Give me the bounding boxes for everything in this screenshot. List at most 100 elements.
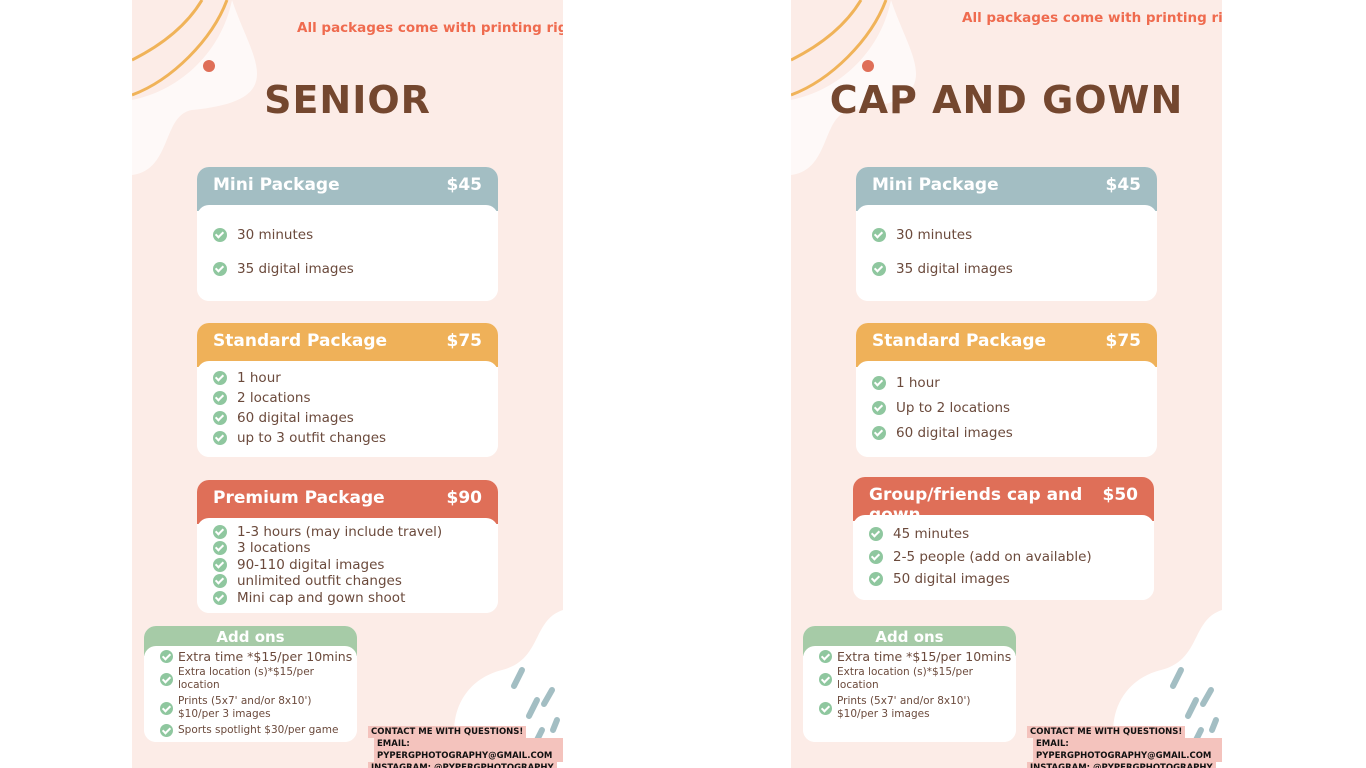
- package-body: 1 hour Up to 2 locations 60 digital images: [856, 361, 1157, 457]
- feature-text: 35 digital images: [237, 260, 354, 277]
- feature-text: 30 minutes: [237, 227, 314, 244]
- check-icon: [160, 701, 173, 715]
- package-price: $75: [446, 331, 483, 351]
- check-icon: [213, 590, 227, 605]
- package-card: Mini Package $45 30 minutes 35 digital imag…: [197, 167, 498, 301]
- check-icon: [213, 391, 227, 405]
- feature-text: up to 3 outfit changes: [237, 430, 387, 446]
- check-icon: [160, 650, 173, 663]
- package-body: 1 hour 2 locations 60 digital images up to …: [197, 361, 498, 457]
- package-header: Mini Package $45: [856, 167, 1157, 211]
- title: SENIOR: [264, 78, 431, 122]
- addons-card: Add ons Extra time *$15/per 10mins Extra l…: [144, 626, 357, 742]
- check-icon: [869, 571, 883, 586]
- feature: up to 3 outfit changes: [213, 431, 498, 445]
- feature-text: 1 hour: [896, 375, 940, 391]
- package-price: $75: [1105, 331, 1142, 351]
- addon-text: Extra time *$15/per 10mins: [837, 649, 1012, 664]
- feature: 60 digital images: [213, 411, 498, 425]
- feature-text: 2-5 people (add on available): [893, 548, 1092, 565]
- feature-text: Up to 2 locations: [896, 400, 1011, 416]
- feature: 30 minutes: [213, 227, 498, 244]
- check-icon: [213, 524, 227, 539]
- package-price: $45: [446, 175, 483, 195]
- feature-text: 50 digital images: [893, 570, 1010, 587]
- package-header: Standard Package $75: [856, 323, 1157, 367]
- package-price: $45: [1105, 175, 1142, 195]
- package-card: Premium Package $90 1-3 hours (may include…: [197, 480, 498, 613]
- check-icon: [869, 549, 883, 564]
- feature: 60 digital images: [872, 426, 1157, 440]
- package-header: Premium Package $90: [197, 480, 498, 524]
- check-icon: [819, 650, 832, 663]
- package-body: 30 minutes 35 digital images: [197, 205, 498, 301]
- package-header: Mini Package $45: [197, 167, 498, 211]
- package-header: Standard Package $75: [197, 323, 498, 367]
- addon: Extra time *$15/per 10mins: [160, 650, 357, 663]
- flyer: All packages come with printing rights. C…: [791, 0, 1222, 768]
- package-price: $90: [446, 488, 483, 508]
- feature: 1 hour: [872, 376, 1157, 390]
- feature: 50 digital images: [869, 570, 1154, 587]
- feature-text: 30 minutes: [896, 227, 973, 244]
- check-icon: [160, 672, 173, 686]
- package-card: Standard Package $75 1 hour 2 locations 60 d…: [197, 323, 498, 457]
- feature: 35 digital images: [872, 261, 1157, 276]
- note: All packages come with printing rights.: [297, 20, 563, 36]
- check-icon: [213, 557, 227, 572]
- note: All packages come with printing rights.: [962, 10, 1222, 26]
- feature-text: 1-3 hours (may include travel): [237, 523, 443, 540]
- feature: 90-110 digital images: [213, 556, 498, 573]
- contact-line: INSTAGRAM: @PYPERGPHOTOGRAPHY: [368, 762, 557, 768]
- package-header: Group/friends cap and gown$50: [853, 477, 1154, 525]
- check-icon: [872, 426, 886, 440]
- check-icon: [213, 228, 227, 243]
- check-icon: [213, 371, 227, 385]
- addon-text: Extra location (s)*$15/per location: [178, 666, 314, 691]
- feature: 1-3 hours (may include travel): [213, 523, 498, 540]
- feature: 35 digital images: [213, 260, 498, 277]
- feature-text: Mini cap and gown shoot: [237, 589, 406, 606]
- addon: Prints (5x7' and/or 8x10') $10/per 3 ima…: [160, 695, 357, 721]
- check-icon: [213, 541, 227, 555]
- feature: 3 locations: [213, 541, 498, 555]
- contact: CONTACT ME WITH QUESTIONS! EMAIL: PYPERGP…: [368, 726, 563, 768]
- package-name: Mini Package: [213, 175, 340, 195]
- addons-body: Extra time *$15/per 10mins Extra location…: [803, 646, 1016, 742]
- feature: Mini cap and gown shoot: [213, 589, 498, 606]
- feature-text: 90-110 digital images: [237, 556, 385, 573]
- feature-text: 45 minutes: [893, 526, 970, 543]
- check-icon: [819, 672, 832, 686]
- contact: CONTACT ME WITH QUESTIONS! EMAIL: PYPERGP…: [1027, 726, 1222, 768]
- feature: 1 hour: [213, 371, 498, 385]
- contact-line: CONTACT ME WITH QUESTIONS!: [368, 726, 527, 738]
- addon-text: Prints (5x7' and/or 8x10') $10/per 3 ima…: [837, 695, 971, 720]
- addon-text: Extra time *$15/per 10mins: [178, 649, 353, 664]
- package-name: Mini Package: [872, 175, 999, 195]
- check-icon: [869, 527, 883, 542]
- feature: 2 locations: [213, 391, 498, 405]
- package-name: Standard Package: [213, 331, 388, 351]
- check-icon: [872, 228, 886, 243]
- contact-line: INSTAGRAM: @PYPERGPHOTOGRAPHY: [1027, 762, 1216, 768]
- addons-card: Add ons Extra time *$15/per 10mins Extra l…: [803, 626, 1016, 742]
- package-body: 45 minutes 2-5 people (add on available) 5…: [853, 515, 1154, 600]
- check-icon: [872, 376, 886, 390]
- addon: Extra location (s)*$15/per location: [160, 666, 357, 692]
- addon-text: Extra location (s)*$15/per location: [837, 666, 973, 691]
- feature-text: 2 locations: [237, 390, 311, 406]
- title: CAP AND GOWN: [829, 78, 1184, 122]
- addon-text: Prints (5x7' and/or 8x10') $10/per 3 ima…: [178, 695, 312, 720]
- addon: Extra time *$15/per 10mins: [819, 650, 1016, 663]
- feature-text: 60 digital images: [237, 410, 354, 426]
- addon: Prints (5x7' and/or 8x10') $10/per 3 ima…: [819, 695, 1016, 721]
- package-price: $50: [1102, 485, 1139, 505]
- contact-line: EMAIL: PYPERGPHOTOGRAPHY@GMAIL.COM: [374, 738, 563, 762]
- check-icon: [819, 701, 832, 715]
- package-body: 30 minutes 35 digital images: [856, 205, 1157, 301]
- feature-text: 60 digital images: [896, 425, 1013, 441]
- feature: 30 minutes: [872, 227, 1157, 244]
- check-icon: [872, 261, 886, 276]
